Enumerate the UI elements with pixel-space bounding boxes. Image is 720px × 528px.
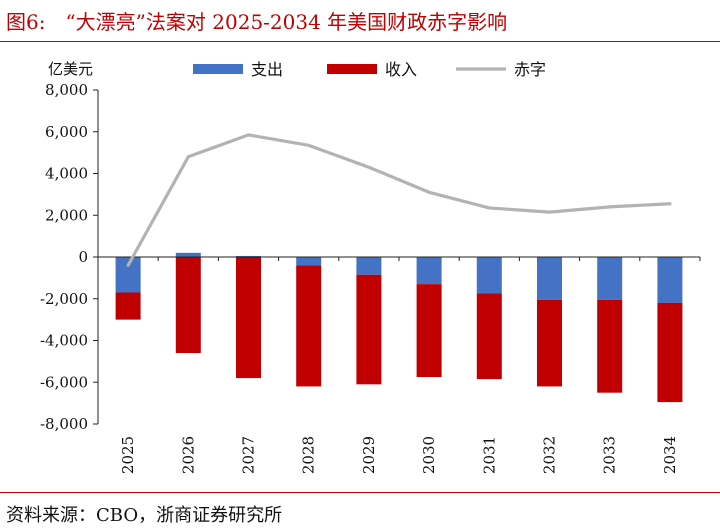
figure-title: 图6: “大漂亮”法案对 2025-2034 年美国财政赤字影响 <box>6 10 508 34</box>
bar-expenditure-2028 <box>296 257 322 266</box>
y-tick-label: 8,000 <box>45 81 88 99</box>
bar-expenditure-2030 <box>416 257 442 285</box>
legend-swatch-revenue <box>327 64 377 74</box>
x-tick-label-2027: 2027 <box>240 436 258 474</box>
bar-revenue-2025 <box>115 292 141 320</box>
x-tick-label-2034: 2034 <box>661 436 679 474</box>
legend-label-revenue: 收入 <box>385 60 417 79</box>
footer-divider <box>0 492 720 493</box>
title-divider <box>0 41 720 42</box>
x-axis: 2025 2026 2027 2028 2029 2030 2031 2032 2033 2034 <box>98 256 701 474</box>
bar-revenue-2032 <box>537 299 562 387</box>
deficit-chart: 亿美元 支出 收入 赤字 8,000 6,000 4,000 2,000 0 -2,000 -4… <box>40 60 701 474</box>
x-tick-label-2029: 2029 <box>360 436 378 474</box>
x-tick-label-2026: 2026 <box>179 436 197 474</box>
bar-revenue-2030 <box>416 284 442 378</box>
chart-legend: 支出 收入 赤字 <box>193 60 546 79</box>
x-tick-label-2031: 2031 <box>480 436 498 474</box>
x-tick-label-2033: 2033 <box>601 436 619 474</box>
y-tick-label: 4,000 <box>45 165 88 183</box>
y-tick-label: -4,000 <box>40 332 88 350</box>
bar-expenditure-2032 <box>537 257 562 300</box>
bar-revenue-2027 <box>236 257 261 379</box>
bar-expenditure-2029 <box>356 257 382 275</box>
bar-expenditure-2027 <box>236 255 261 257</box>
y-tick-label: 6,000 <box>45 123 88 141</box>
bar-expenditure-2034 <box>657 257 683 303</box>
y-tick-label: -2,000 <box>40 290 88 308</box>
bar-expenditure-2031 <box>476 257 502 294</box>
legend-swatch-expenditure <box>193 64 243 74</box>
bar-revenue-2031 <box>476 293 502 380</box>
legend-label-deficit: 赤字 <box>514 60 546 79</box>
bar-expenditure-2026 <box>175 252 201 257</box>
bar-revenue-2026 <box>175 257 201 354</box>
y-axis-unit-label: 亿美元 <box>48 60 93 78</box>
bar-revenue-2028 <box>296 265 322 387</box>
y-tick-label: -8,000 <box>40 415 88 433</box>
source-note: 资料来源：CBO，浙商证券研究所 <box>6 505 283 526</box>
bar-revenue-2033 <box>597 299 623 393</box>
y-tick-label: -6,000 <box>40 373 88 391</box>
x-tick-label-2028: 2028 <box>300 436 318 474</box>
bar-revenue-2029 <box>356 274 382 385</box>
bar-series <box>115 252 683 403</box>
bar-expenditure-2033 <box>597 257 623 300</box>
x-tick-label-2032: 2032 <box>541 436 559 474</box>
x-tick-label-2030: 2030 <box>420 436 438 474</box>
y-tick-label: 2,000 <box>45 206 88 224</box>
y-axis: 8,000 6,000 4,000 2,000 0 -2,000 -4,000 -6,000 -… <box>40 81 99 433</box>
deficit-line <box>126 133 672 267</box>
bar-revenue-2034 <box>657 302 683 403</box>
legend-label-expenditure: 支出 <box>251 60 283 79</box>
x-tick-label-2025: 2025 <box>119 436 137 474</box>
deficit-line-series <box>126 133 672 267</box>
y-tick-label: 0 <box>78 248 88 266</box>
